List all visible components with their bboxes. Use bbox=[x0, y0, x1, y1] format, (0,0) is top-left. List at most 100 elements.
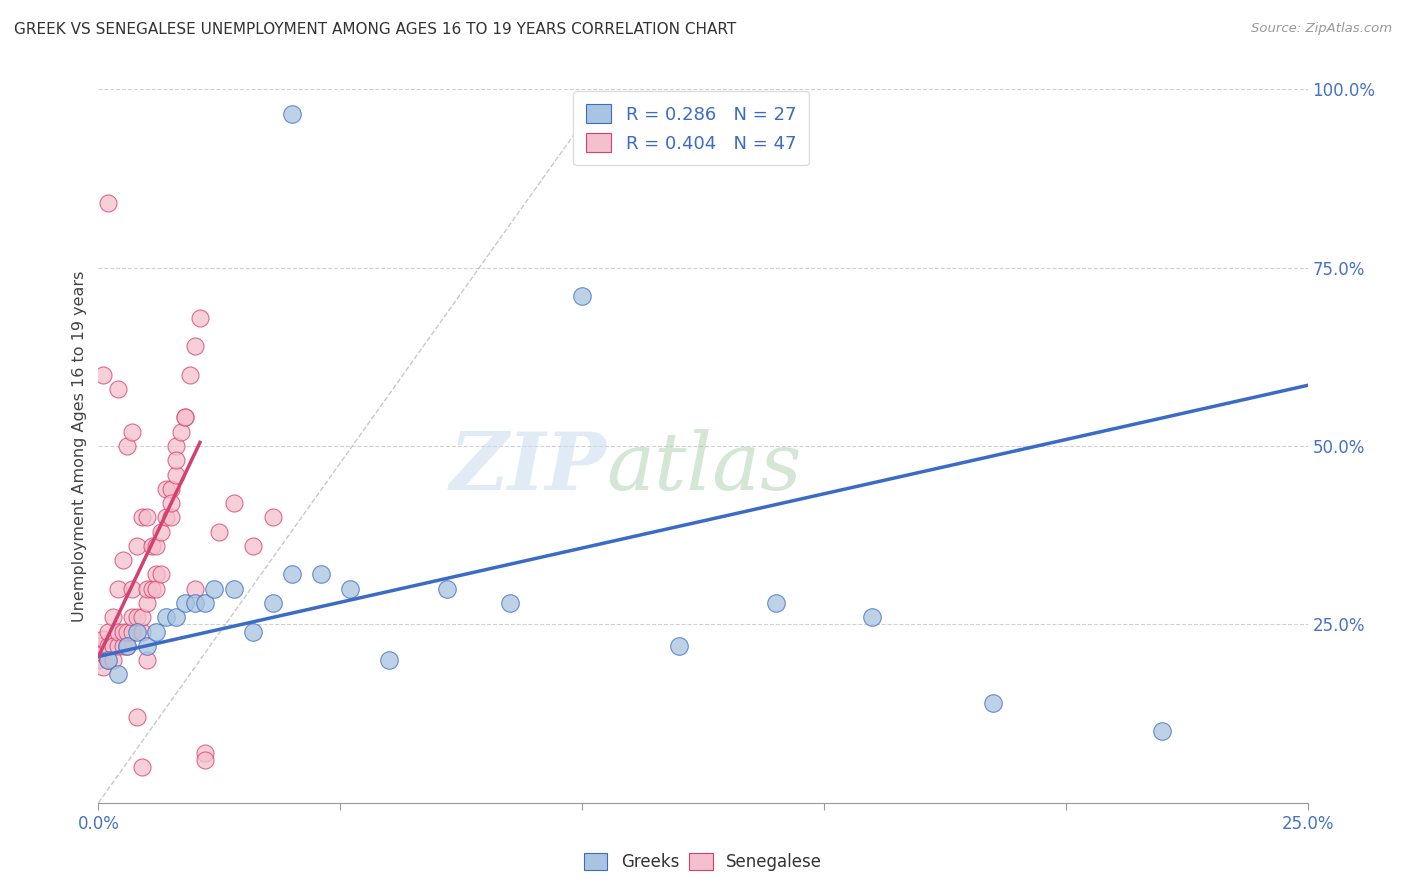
Point bbox=[107, 582, 129, 596]
Point bbox=[141, 582, 163, 596]
Point bbox=[127, 624, 149, 639]
Point bbox=[184, 582, 207, 596]
Point bbox=[184, 339, 207, 353]
Point bbox=[131, 510, 153, 524]
Point bbox=[101, 639, 124, 653]
Point bbox=[121, 582, 143, 596]
Point bbox=[145, 539, 167, 553]
Point bbox=[97, 639, 120, 653]
Point bbox=[194, 746, 217, 760]
Point bbox=[165, 467, 187, 482]
Point bbox=[262, 510, 284, 524]
Point bbox=[765, 596, 787, 610]
Point bbox=[97, 624, 120, 639]
Point bbox=[150, 524, 173, 539]
Point bbox=[222, 582, 245, 596]
Text: Source: ZipAtlas.com: Source: ZipAtlas.com bbox=[1251, 22, 1392, 36]
Point bbox=[860, 610, 883, 624]
Point bbox=[174, 410, 197, 425]
Point bbox=[222, 496, 245, 510]
Point bbox=[117, 639, 139, 653]
Point bbox=[155, 482, 177, 496]
Point bbox=[339, 582, 361, 596]
Point bbox=[155, 610, 177, 624]
Point bbox=[111, 624, 134, 639]
Point bbox=[91, 632, 114, 646]
Point bbox=[194, 753, 217, 767]
Point bbox=[107, 639, 129, 653]
Point bbox=[1152, 724, 1174, 739]
Point bbox=[436, 582, 458, 596]
Point bbox=[262, 596, 284, 610]
Point bbox=[135, 582, 157, 596]
Point bbox=[174, 596, 197, 610]
Point bbox=[111, 639, 134, 653]
Point bbox=[165, 453, 187, 467]
Point bbox=[117, 624, 139, 639]
Point bbox=[208, 524, 231, 539]
Point bbox=[309, 567, 332, 582]
Point bbox=[179, 368, 201, 382]
Point bbox=[165, 610, 187, 624]
Point bbox=[107, 382, 129, 396]
Point bbox=[668, 639, 690, 653]
Legend: R = 0.286   N = 27, R = 0.404   N = 47: R = 0.286 N = 27, R = 0.404 N = 47 bbox=[574, 91, 808, 165]
Point bbox=[101, 610, 124, 624]
Point bbox=[135, 510, 157, 524]
Text: GREEK VS SENEGALESE UNEMPLOYMENT AMONG AGES 16 TO 19 YEARS CORRELATION CHART: GREEK VS SENEGALESE UNEMPLOYMENT AMONG A… bbox=[14, 22, 737, 37]
Point bbox=[150, 567, 173, 582]
Point bbox=[97, 653, 120, 667]
Point bbox=[145, 582, 167, 596]
Point bbox=[184, 596, 207, 610]
Point bbox=[135, 639, 157, 653]
Point bbox=[121, 425, 143, 439]
Point bbox=[131, 760, 153, 774]
Point bbox=[91, 646, 114, 660]
Point bbox=[165, 439, 187, 453]
Point bbox=[169, 425, 191, 439]
Text: ZIP: ZIP bbox=[450, 429, 606, 506]
Point bbox=[117, 639, 139, 653]
Point bbox=[131, 624, 153, 639]
Point bbox=[127, 610, 149, 624]
Point bbox=[571, 289, 593, 303]
Point bbox=[160, 482, 183, 496]
Point bbox=[87, 639, 110, 653]
Point bbox=[117, 439, 139, 453]
Point bbox=[145, 567, 167, 582]
Point bbox=[135, 653, 157, 667]
Point bbox=[377, 653, 399, 667]
Point bbox=[160, 496, 183, 510]
Point bbox=[127, 539, 149, 553]
Point bbox=[155, 510, 177, 524]
Point bbox=[981, 696, 1004, 710]
Point bbox=[242, 624, 264, 639]
Point bbox=[107, 667, 129, 681]
Point bbox=[281, 567, 304, 582]
Point bbox=[141, 539, 163, 553]
Point bbox=[121, 610, 143, 624]
Point bbox=[107, 624, 129, 639]
Point bbox=[121, 624, 143, 639]
Point bbox=[111, 553, 134, 567]
Legend: Greeks, Senegalese: Greeks, Senegalese bbox=[576, 845, 830, 880]
Point bbox=[97, 196, 120, 211]
Point bbox=[174, 410, 197, 425]
Point bbox=[160, 510, 183, 524]
Y-axis label: Unemployment Among Ages 16 to 19 years: Unemployment Among Ages 16 to 19 years bbox=[72, 270, 87, 622]
Text: atlas: atlas bbox=[606, 429, 801, 506]
Point bbox=[194, 596, 217, 610]
Point bbox=[91, 368, 114, 382]
Point bbox=[127, 710, 149, 724]
Point bbox=[97, 653, 120, 667]
Point bbox=[87, 653, 110, 667]
Point bbox=[498, 596, 520, 610]
Point bbox=[91, 660, 114, 674]
Point bbox=[101, 653, 124, 667]
Point bbox=[145, 624, 167, 639]
Point bbox=[135, 596, 157, 610]
Point bbox=[131, 610, 153, 624]
Point bbox=[242, 539, 264, 553]
Point bbox=[281, 107, 304, 121]
Point bbox=[204, 582, 226, 596]
